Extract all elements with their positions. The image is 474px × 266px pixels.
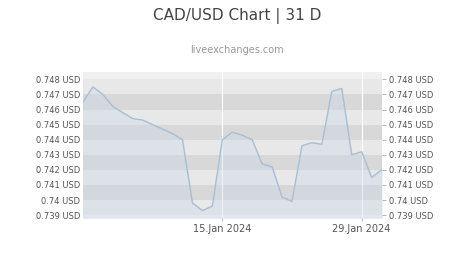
- Text: CAD/USD Chart | 31 D: CAD/USD Chart | 31 D: [153, 8, 321, 24]
- Bar: [83, 185, 382, 200]
- Bar: [83, 79, 382, 94]
- Text: liveexchanges.com: liveexchanges.com: [190, 45, 284, 55]
- Bar: [83, 94, 382, 110]
- Bar: [83, 170, 382, 185]
- Bar: [83, 140, 382, 155]
- Bar: [83, 200, 382, 215]
- Bar: [83, 124, 382, 140]
- Bar: [83, 110, 382, 124]
- Bar: [83, 155, 382, 170]
